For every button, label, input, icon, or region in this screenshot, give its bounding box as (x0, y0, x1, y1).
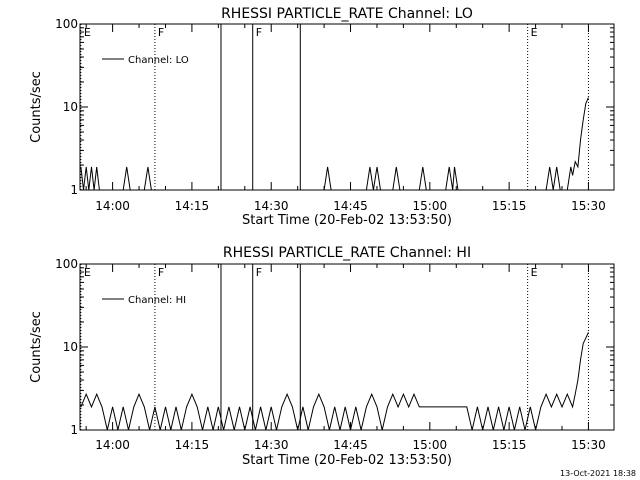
x-tick-label: 14:45 (333, 438, 368, 452)
x-tick-label: 14:15 (175, 199, 210, 213)
data-series-line (80, 97, 589, 191)
y-tick-label: 10 (63, 100, 78, 114)
data-series-line (80, 332, 589, 431)
x-tick-label: 14:30 (254, 199, 289, 213)
event-marker-label: E (531, 266, 538, 279)
x-tick-label: 14:00 (95, 438, 130, 452)
event-marker-label: F (158, 26, 164, 39)
plot-frame (79, 263, 615, 431)
chart-title: RHESSI PARTICLE_RATE Channel: LO (221, 6, 473, 22)
x-axis: 14:00 14:15 14:30 14:45 15:00 15:15 15:30 (85, 24, 606, 213)
event-marker-label: F (256, 26, 262, 39)
footer-timestamp: 13-Oct-2021 18:38 (560, 469, 636, 478)
x-tick-label: 15:15 (492, 199, 527, 213)
y-axis-label: Counts/sec (29, 311, 44, 383)
chart-panel-lo: RHESSI PARTICLE_RATE Channel: LO 1 10 100 14… (29, 6, 615, 228)
y-tick-label: 100 (55, 17, 78, 31)
chart-title: RHESSI PARTICLE_RATE Channel: HI (223, 245, 471, 261)
legend-entry: Channel: HI (128, 295, 186, 306)
x-tick-label: 15:30 (571, 438, 606, 452)
chart-panel-hi: RHESSI PARTICLE_RATE Channel: HI 1 10 100 14… (29, 245, 615, 468)
event-marker-label: E (84, 26, 91, 39)
x-tick-label: 14:30 (254, 438, 289, 452)
x-tick-label: 14:00 (95, 199, 130, 213)
x-tick-label: 15:15 (492, 438, 527, 452)
y-axis-label: Counts/sec (29, 71, 44, 143)
y-tick-label: 10 (63, 340, 78, 354)
event-marker-label: F (158, 266, 164, 279)
plot-frame (79, 23, 615, 191)
legend: Channel: LO (102, 55, 189, 66)
y-tick-label: 1 (70, 183, 78, 197)
x-axis-label: Start Time (20-Feb-02 13:53:50) (242, 213, 452, 228)
x-tick-label: 15:00 (413, 438, 448, 452)
x-axis: 14:00 14:15 14:30 14:45 15:00 15:15 15:30 (85, 264, 606, 452)
x-axis-label: Start Time (20-Feb-02 13:53:50) (242, 453, 452, 468)
y-axis: 1 10 100 (55, 17, 614, 197)
legend: Channel: HI (102, 295, 186, 306)
y-tick-label: 100 (55, 257, 78, 271)
legend-entry: Channel: LO (128, 55, 189, 66)
x-tick-label: 15:30 (571, 199, 606, 213)
event-marker-label: E (84, 266, 91, 279)
event-marker-label: E (531, 26, 538, 39)
x-tick-label: 14:15 (175, 438, 210, 452)
x-tick-label: 15:00 (413, 199, 448, 213)
x-tick-label: 14:45 (333, 199, 368, 213)
y-axis: 1 10 100 (55, 257, 614, 437)
y-tick-label: 1 (70, 423, 78, 437)
event-marker-label: F (256, 266, 262, 279)
